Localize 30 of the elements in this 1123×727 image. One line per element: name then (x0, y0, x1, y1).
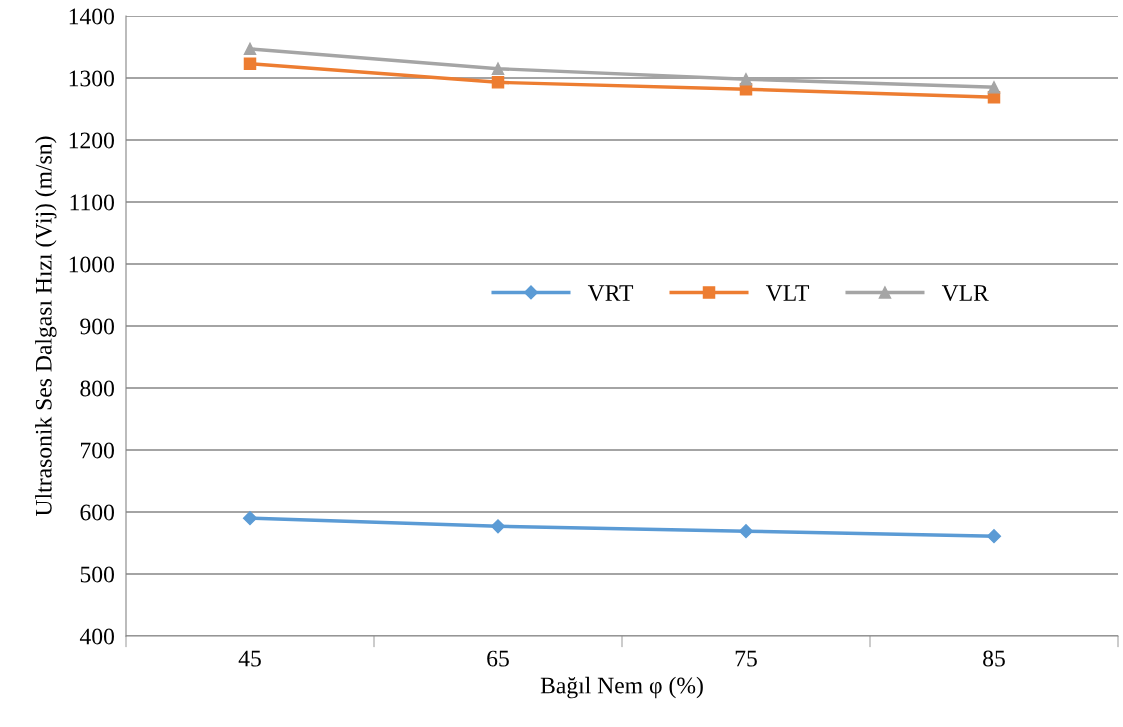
point (243, 42, 257, 56)
y-tick-label: 1100 (70, 194, 114, 211)
x-tick-label: 65 (487, 650, 509, 667)
y-tick-label: 1000 (69, 256, 114, 273)
point (491, 62, 505, 75)
point (739, 72, 753, 86)
x-tick-label: 85 (983, 650, 1005, 667)
point (490, 519, 506, 534)
y-tick-label: 400 (79, 628, 114, 645)
y-tick-label: 500 (80, 566, 114, 583)
y-tick-label: 800 (80, 380, 114, 397)
point (987, 81, 1001, 94)
y-tick-label: 1300 (69, 70, 114, 87)
y-tick-label: 1200 (69, 132, 114, 149)
y-tick-label: 600 (80, 504, 114, 521)
point (243, 57, 257, 70)
point (491, 76, 505, 89)
y-axis-title: Ultrasonik Ses Dalgası Hızı (Vij) (m/sn) (35, 136, 57, 516)
x-tick-label: 45 (238, 650, 261, 667)
legend-label: VLT (765, 285, 810, 302)
point (986, 529, 1002, 544)
y-tick-label: 1400 (69, 8, 114, 25)
point (738, 524, 754, 539)
legend-label: VLR (941, 285, 989, 302)
y-tick-label: 700 (81, 442, 114, 459)
x-tick-label: 75 (735, 650, 757, 667)
y-tick-label: 900 (80, 318, 114, 335)
x-axis-title: Bağıl Nem φ (%) (540, 676, 703, 699)
legend-label: VRT (587, 285, 634, 302)
point (242, 511, 258, 526)
